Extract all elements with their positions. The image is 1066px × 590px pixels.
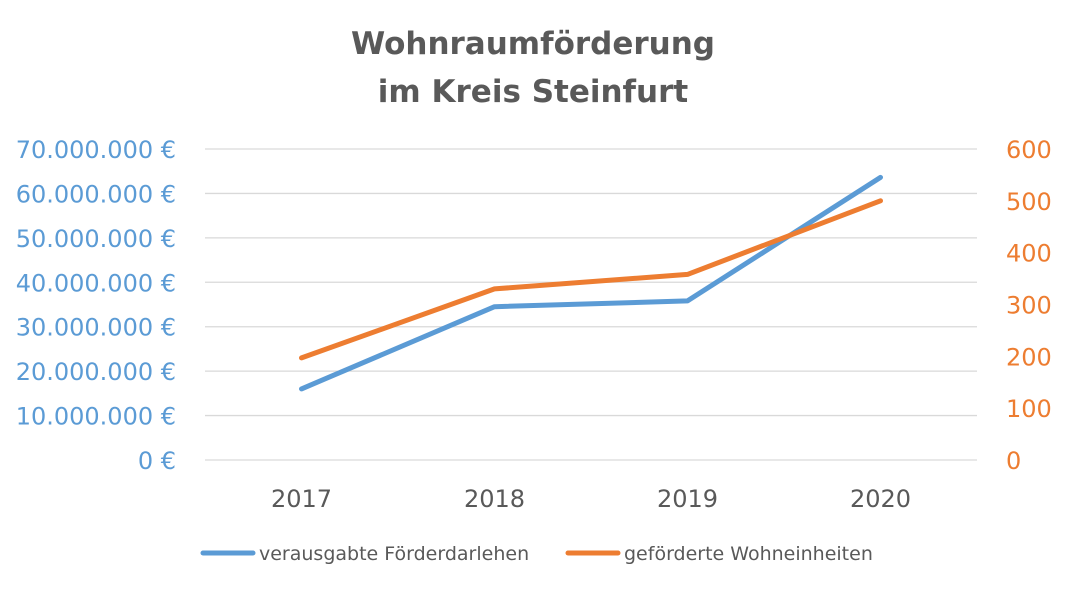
right-y-tick-label: 0 — [1006, 447, 1021, 475]
right-y-tick-label: 100 — [1006, 395, 1052, 423]
x-tick-label: 2017 — [271, 485, 332, 513]
legend-label: verausgabte Förderdarlehen — [259, 543, 529, 565]
series-lines — [299, 174, 883, 392]
right-y-axis: 0 100 200 300 400 500 600 — [1006, 136, 1052, 475]
chart-title: Wohnraumförderung im Kreis Steinfurt — [351, 26, 715, 110]
x-tick-label: 2018 — [464, 485, 525, 513]
legend: verausgabte Förderdarlehen geförderte Woh… — [200, 543, 873, 565]
left-y-tick-label: 70.000.000 € — [16, 136, 176, 164]
right-y-tick-label: 200 — [1006, 343, 1052, 371]
left-y-tick-label: 60.000.000 € — [16, 180, 176, 208]
left-y-tick-label: 0 € — [138, 447, 176, 475]
left-y-tick-label: 30.000.000 € — [16, 314, 176, 342]
series-line-wohneinheiten — [299, 198, 883, 361]
right-y-tick-label: 300 — [1006, 292, 1052, 320]
right-y-tick-label: 600 — [1006, 136, 1052, 164]
x-tick-label: 2019 — [657, 485, 718, 513]
left-y-tick-label: 50.000.000 € — [16, 225, 176, 253]
left-y-axis: 0 € 10.000.000 € 20.000.000 € 30.000.000 € 4… — [16, 136, 176, 475]
x-axis: 2017 2018 2019 2020 — [271, 485, 911, 513]
chart-title-line-2: im Kreis Steinfurt — [378, 74, 689, 110]
left-y-tick-label: 10.000.000 € — [16, 403, 176, 431]
right-y-tick-label: 500 — [1006, 188, 1052, 216]
left-y-tick-label: 40.000.000 € — [16, 269, 176, 297]
right-y-tick-label: 400 — [1006, 240, 1052, 268]
left-y-tick-label: 20.000.000 € — [16, 358, 176, 386]
chart-title-line-1: Wohnraumförderung — [351, 26, 715, 62]
legend-label: geförderte Wohneinheiten — [624, 543, 873, 565]
x-tick-label: 2020 — [850, 485, 911, 513]
